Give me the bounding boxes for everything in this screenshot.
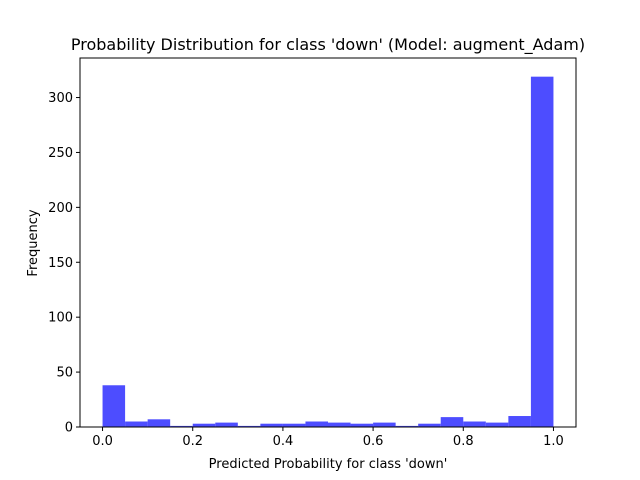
x-tick-label: 1.0 <box>543 434 564 449</box>
y-tick-label: 0 <box>65 421 73 436</box>
histogram-bar <box>282 423 306 427</box>
x-tick-label: 0.4 <box>273 434 294 449</box>
histogram-bar <box>530 76 554 427</box>
histogram-bar <box>395 425 419 427</box>
x-tick-label: 0.2 <box>182 434 203 449</box>
histogram-bar <box>418 423 441 427</box>
histogram-bar <box>440 417 464 427</box>
y-tick-label: 100 <box>48 311 73 326</box>
x-axis-title: Predicted Probability for class 'down' <box>209 457 448 472</box>
x-axis-ticks: 0.0 0.2 0.4 0.6 0.8 1.0 <box>92 427 564 449</box>
histogram-bar <box>260 423 283 427</box>
y-tick-label: 50 <box>56 366 73 381</box>
histogram-bar <box>508 416 531 427</box>
histogram-bar <box>463 421 486 427</box>
x-tick-label: 0.8 <box>453 434 474 449</box>
y-tick-label: 300 <box>48 91 73 106</box>
histogram-bar <box>373 422 396 427</box>
y-tick-label: 150 <box>48 256 73 271</box>
histogram-bar <box>305 421 328 427</box>
y-axis-ticks: 0 50 100 150 200 250 300 <box>48 91 80 436</box>
histogram-bar <box>170 425 193 427</box>
histogram-bars <box>102 76 554 427</box>
histogram-bar <box>485 422 509 427</box>
x-tick-label: 0.0 <box>92 434 113 449</box>
histogram-bar <box>215 422 238 427</box>
x-tick-label: 0.6 <box>363 434 384 449</box>
y-tick-label: 200 <box>48 201 73 216</box>
histogram-bar <box>125 421 148 427</box>
y-tick-label: 250 <box>48 146 73 161</box>
y-axis-title: Frequency <box>26 209 41 276</box>
histogram-bar <box>147 419 171 427</box>
chart-title: Probability Distribution for class 'down… <box>71 35 585 55</box>
histogram-bar <box>237 425 261 427</box>
histogram-bar <box>102 385 126 427</box>
histogram-bar <box>328 422 351 427</box>
histogram-bar <box>192 423 216 427</box>
histogram-bar <box>350 423 374 427</box>
plot-axes <box>79 57 577 428</box>
plot-frame <box>79 57 577 428</box>
